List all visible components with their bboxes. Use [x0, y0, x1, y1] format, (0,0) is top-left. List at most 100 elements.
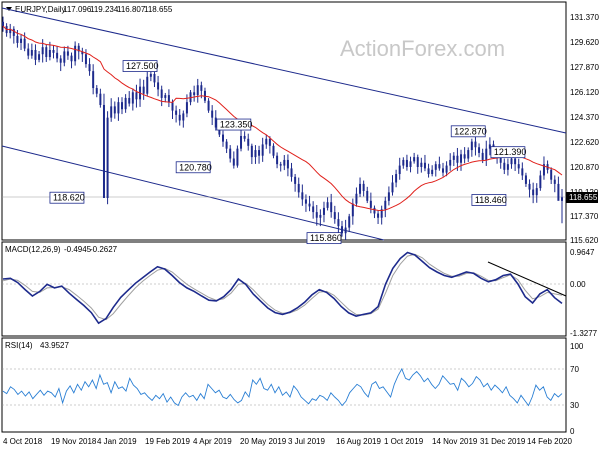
candle-body [351, 203, 354, 217]
candle-body [561, 197, 563, 201]
candle-body [322, 207, 325, 215]
candle-body [521, 168, 524, 176]
candle-body [488, 144, 491, 149]
annotation-label: 118.460 [475, 195, 507, 205]
candle-body [56, 52, 59, 59]
candle-body [221, 134, 224, 142]
candle-body [272, 145, 275, 156]
candle-body [557, 183, 560, 201]
candle-body [362, 183, 365, 191]
price-y-tick: 127.870 [570, 63, 599, 72]
candle-body [27, 48, 30, 56]
candle-body [167, 95, 170, 103]
candle-body [45, 47, 48, 58]
annotation-label: 121.390 [494, 147, 527, 157]
candle-body [550, 169, 553, 180]
candle-body [41, 47, 44, 55]
macd-y-tick: -1.3277 [570, 329, 598, 338]
candle-body [553, 179, 556, 184]
candle-body [261, 144, 264, 156]
candle-body [355, 193, 358, 204]
candle-body [200, 85, 203, 91]
candle-body [128, 97, 131, 104]
candle-body [416, 157, 419, 167]
x-tick-label: 14 Nov 2019 [432, 437, 478, 446]
candle-body [369, 200, 372, 208]
candle-body [503, 162, 506, 170]
candle-body [236, 148, 239, 166]
candle-body [70, 55, 73, 62]
rsi-y-tick: 70 [570, 365, 579, 374]
candle-body [319, 214, 322, 218]
candle-body [16, 35, 19, 43]
annotation-box [306, 232, 342, 245]
rsi-line [2, 367, 563, 407]
candle-body [9, 28, 12, 34]
candle-body [445, 165, 448, 173]
candle-body [193, 92, 196, 96]
candle-body [2, 21, 4, 27]
candle-body [23, 38, 26, 49]
rsi-title: RSI(14) [5, 341, 33, 350]
candle-body [142, 86, 145, 94]
candle-body [286, 159, 289, 169]
macd-value: -0.4945 [64, 245, 92, 254]
candle-body [258, 150, 261, 156]
candle-body [427, 168, 430, 175]
candle-body [214, 117, 217, 128]
price-y-tick: 122.620 [570, 138, 599, 147]
x-tick-label: 31 Dec 2019 [480, 437, 526, 446]
annotation-label: 118.620 [53, 193, 85, 203]
candle-body [542, 164, 545, 176]
price-panel [1, 1, 567, 241]
candle-body [478, 147, 481, 153]
candle-body [99, 93, 102, 105]
candle-body [254, 150, 257, 158]
candle-body [460, 154, 463, 163]
candle-body [470, 141, 473, 151]
candle-body [66, 51, 69, 56]
candle-body [398, 165, 401, 175]
x-axis-labels: 4 Oct 2018 19 Nov 2018 4 Jan 2019 19 Feb… [3, 437, 572, 446]
annotation-box [471, 194, 507, 206]
macd-trendline [487, 261, 567, 297]
candle-body [333, 212, 336, 220]
candle-body [48, 49, 51, 58]
candle-body [423, 162, 426, 169]
rsi-y-tick: 100 [570, 342, 584, 351]
candle-body [420, 162, 423, 167]
candle-body [124, 97, 127, 110]
x-tick-label: 19 Nov 2018 [51, 437, 97, 446]
x-tick-label: 19 Feb 2019 [145, 437, 190, 446]
candle-body [102, 104, 105, 198]
candle-body [344, 227, 347, 234]
candle-body [481, 152, 484, 160]
candle-body [315, 212, 318, 218]
candle-body [380, 209, 383, 218]
candle-body [247, 138, 250, 146]
x-tick-label: 3 Jul 2019 [288, 437, 325, 446]
annotation-label: 120.780 [179, 162, 212, 172]
candle-body [499, 157, 502, 163]
candle-body [207, 100, 210, 111]
price-y-tick: 124.370 [570, 113, 599, 122]
candle-body [268, 138, 271, 146]
candle-body [535, 188, 538, 196]
candle-body [431, 169, 434, 175]
macd-y-tick: 0.9647 [570, 248, 595, 257]
candle-body [290, 168, 293, 177]
price-y-tick: 117.370 [570, 212, 599, 221]
candle-body [283, 159, 286, 166]
x-tick-label: 4 Apr 2019 [193, 437, 232, 446]
candle-body [88, 64, 91, 72]
candle-body [225, 141, 228, 149]
candle-body [326, 202, 329, 208]
annotation-box [122, 60, 158, 72]
price-y-tick: 131.370 [570, 13, 599, 22]
candle-body [434, 164, 437, 170]
candle-body [467, 150, 470, 159]
candle-body [182, 113, 185, 121]
macd-panel [1, 241, 567, 337]
dropdown-triangle-icon[interactable] [6, 7, 12, 11]
